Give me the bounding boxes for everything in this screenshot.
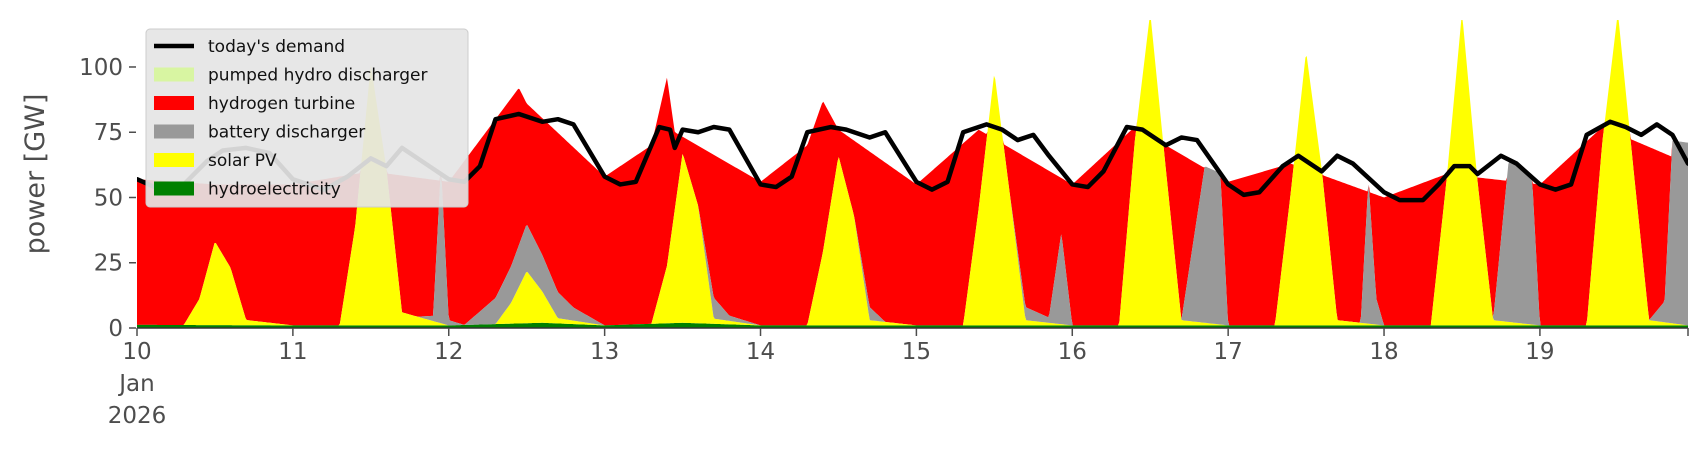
- axes-layer: 0 25 50 75 100 10 Jan 2026 11 12 13 14 15 16 17 18 19: [79, 55, 1689, 429]
- legend-swatch-hydrogen-turbine: [154, 96, 194, 110]
- legend: today's demand pumped hydro discharger hyd…: [145, 28, 469, 208]
- x-tick-label: 19: [1525, 339, 1554, 365]
- legend-label-pumped-hydro-discharger: pumped hydro discharger: [208, 66, 427, 86]
- x-tick-label: 12: [434, 339, 463, 365]
- legend-swatch-battery-discharger: [154, 124, 194, 139]
- x-tick-label: 17: [1214, 339, 1243, 365]
- y-axis-label: power [GW]: [20, 94, 51, 255]
- series-area-solar-pv: [137, 20, 1688, 326]
- series-area-battery-discharger: [137, 20, 1688, 326]
- legend-label-battery-discharger: battery discharger: [208, 123, 365, 143]
- legend-box: [145, 28, 469, 208]
- y-tick-label: 75: [94, 120, 123, 146]
- y-tick-label: 50: [94, 185, 123, 211]
- y-tick-label: 25: [94, 251, 123, 277]
- x-tick-label: 18: [1369, 339, 1398, 365]
- y-tick-label: 100: [79, 55, 123, 81]
- x-tick-label: 10: [122, 339, 151, 365]
- legend-swatch-solar-pv: [154, 153, 194, 167]
- legend-label-today-s-demand: today's demand: [208, 37, 345, 57]
- x-tick-sublabel: 2026: [108, 403, 167, 429]
- x-tick-label: 11: [278, 339, 307, 365]
- series-area-hydrogen-turbine: [137, 20, 1688, 326]
- x-tick-label: 14: [746, 339, 775, 365]
- legend-swatch-hydroelectricity: [154, 181, 194, 196]
- series-layer: [137, 20, 1688, 328]
- legend-label-hydrogen-turbine: hydrogen turbine: [208, 94, 355, 114]
- x-tick-label: 13: [590, 339, 619, 365]
- legend-label-solar-pv: solar PV: [208, 151, 277, 171]
- x-tick-label: 15: [902, 339, 931, 365]
- legend-label-hydroelectricity: hydroelectricity: [208, 180, 341, 200]
- y-tick-label: 0: [108, 316, 123, 342]
- x-tick-label: 16: [1058, 339, 1087, 365]
- x-tick-sublabel: Jan: [117, 371, 154, 397]
- legend-swatch-pumped-hydro-discharger: [154, 67, 194, 82]
